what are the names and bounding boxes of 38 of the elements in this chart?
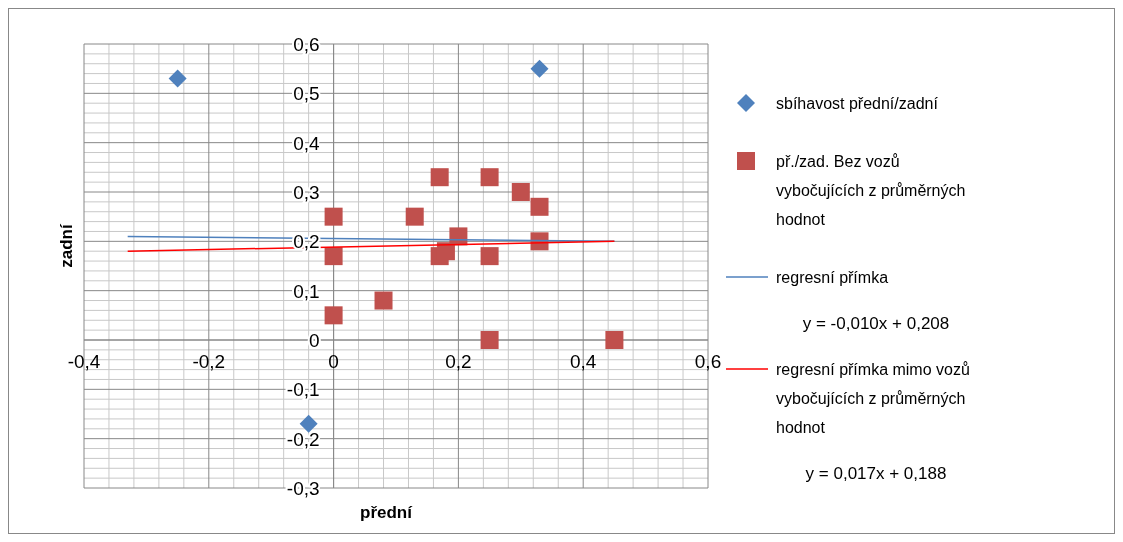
x-tick-label: 0 <box>328 351 339 372</box>
y-tick-label: -0,3 <box>286 478 320 499</box>
point <box>405 207 424 226</box>
legend-label: sbíhavost přední/zadní <box>776 95 939 112</box>
point <box>511 183 530 201</box>
text: y = -0,010x + 0,208 <box>802 314 950 333</box>
y-tick-label: 0,5 <box>293 83 320 105</box>
y-tick-label: 0,1 <box>293 280 320 302</box>
x-tick-label: -0,4 <box>67 351 101 372</box>
point <box>480 331 499 349</box>
point <box>374 291 393 310</box>
x-tick-label: 0,6 <box>694 351 722 372</box>
legend-label: regresní přímka <box>776 269 889 286</box>
y-tick-label: -0,1 <box>286 379 320 401</box>
y-tick-label: 0 <box>309 330 320 351</box>
point <box>530 197 549 216</box>
point <box>299 414 318 433</box>
y-axis-title: zadní <box>57 223 76 268</box>
x-axis-title: přední <box>360 503 414 522</box>
y-tick-label: 0,4 <box>293 132 321 154</box>
text: y = 0,017x + 0,188 <box>805 464 947 483</box>
point <box>430 168 449 187</box>
legend-label: př./zad. Bez vozů vybočujících z průměrných hodnot <box>776 153 966 228</box>
point <box>530 59 549 78</box>
x-tick-label: -0,2 <box>192 351 226 372</box>
x-tick-label: 0,2 <box>445 351 472 372</box>
x-tick-label: 0,4 <box>569 351 597 372</box>
point <box>480 168 499 187</box>
legend-label: regresní přímka mimo vozů vybočujících z průměrných hodnot <box>776 361 970 436</box>
y-tick-label: 0,6 <box>293 34 320 55</box>
y-tick-label: 0,3 <box>293 182 320 203</box>
y-tick-label: -0,2 <box>286 428 320 450</box>
point <box>324 306 343 325</box>
point <box>168 69 187 88</box>
point <box>480 247 499 266</box>
point <box>605 331 624 349</box>
point <box>324 207 343 226</box>
point <box>324 247 343 266</box>
